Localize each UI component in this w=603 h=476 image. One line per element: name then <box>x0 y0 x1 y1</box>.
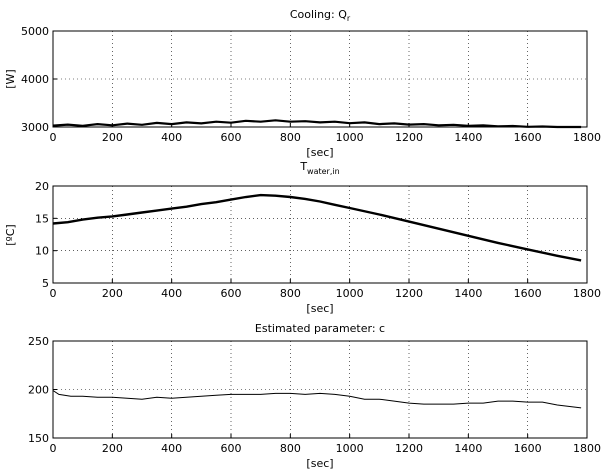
y-tick-label: 20 <box>35 180 49 193</box>
y-tick-label: 150 <box>28 432 49 445</box>
x-tick-label: 800 <box>280 287 301 300</box>
x-tick-label: 1400 <box>454 131 482 144</box>
chart-title: Cooling: Qr <box>290 8 351 23</box>
x-tick-label: 1800 <box>573 131 601 144</box>
x-tick-label: 1800 <box>573 287 601 300</box>
x-tick-label: 0 <box>50 442 57 455</box>
x-tick-label: 1200 <box>395 442 423 455</box>
x-tick-label: 1800 <box>573 442 601 455</box>
x-tick-label: 600 <box>221 131 242 144</box>
x-tick-label: 800 <box>280 131 301 144</box>
x-tick-label: 200 <box>102 287 123 300</box>
series-line <box>52 119 582 129</box>
x-tick-label: 1400 <box>454 442 482 455</box>
x-tick-label: 1400 <box>454 287 482 300</box>
x-axis-label: [sec] <box>306 146 333 159</box>
y-axis-label: [ºC] <box>4 224 17 245</box>
x-tick-label: 200 <box>102 442 123 455</box>
estimated-parameter-chart: 0 200 400 600 800 1000 1200 1400 1600 1800 150 200 2… <box>28 322 601 470</box>
x-tick-label: 400 <box>161 287 182 300</box>
y-tick-label: 15 <box>35 212 49 225</box>
x-tick-label: 0 <box>50 131 57 144</box>
water-temperature-chart: 0 200 400 600 800 1000 1200 1400 1600 1800 5 10 15 20… <box>4 160 601 315</box>
y-tick-label: 5000 <box>21 25 49 38</box>
x-tick-label: 1000 <box>336 287 364 300</box>
series-line <box>52 193 582 262</box>
x-axis-label: [sec] <box>306 457 333 470</box>
x-tick-label: 0 <box>50 287 57 300</box>
chart-title: Estimated parameter: c <box>255 322 385 335</box>
x-tick-label: 800 <box>280 442 301 455</box>
x-tick-label: 1600 <box>514 287 542 300</box>
x-tick-label: 1200 <box>395 131 423 144</box>
x-tick-label: 600 <box>221 287 242 300</box>
y-tick-label: 4000 <box>21 73 49 86</box>
x-tick-label: 1600 <box>514 131 542 144</box>
x-tick-label: 1600 <box>514 442 542 455</box>
x-tick-label: 1000 <box>336 442 364 455</box>
x-tick-label: 200 <box>102 131 123 144</box>
x-axis-label: [sec] <box>306 302 333 315</box>
y-tick-label: 3000 <box>21 121 49 134</box>
y-tick-label: 10 <box>35 245 49 258</box>
series-line <box>52 390 582 409</box>
y-tick-label: 5 <box>42 277 49 290</box>
y-tick-label: 250 <box>28 335 49 348</box>
y-axis-label: [W] <box>4 69 17 88</box>
x-tick-label: 600 <box>221 442 242 455</box>
x-tick-label: 400 <box>161 442 182 455</box>
x-tick-label: 1000 <box>336 131 364 144</box>
x-tick-label: 400 <box>161 131 182 144</box>
chart-title: Twater,in <box>299 160 339 176</box>
y-tick-label: 200 <box>28 384 49 397</box>
cooling-chart: 0 200 400 600 800 1000 1200 1400 1600 1800 3000 400… <box>4 8 601 159</box>
x-tick-label: 1200 <box>395 287 423 300</box>
